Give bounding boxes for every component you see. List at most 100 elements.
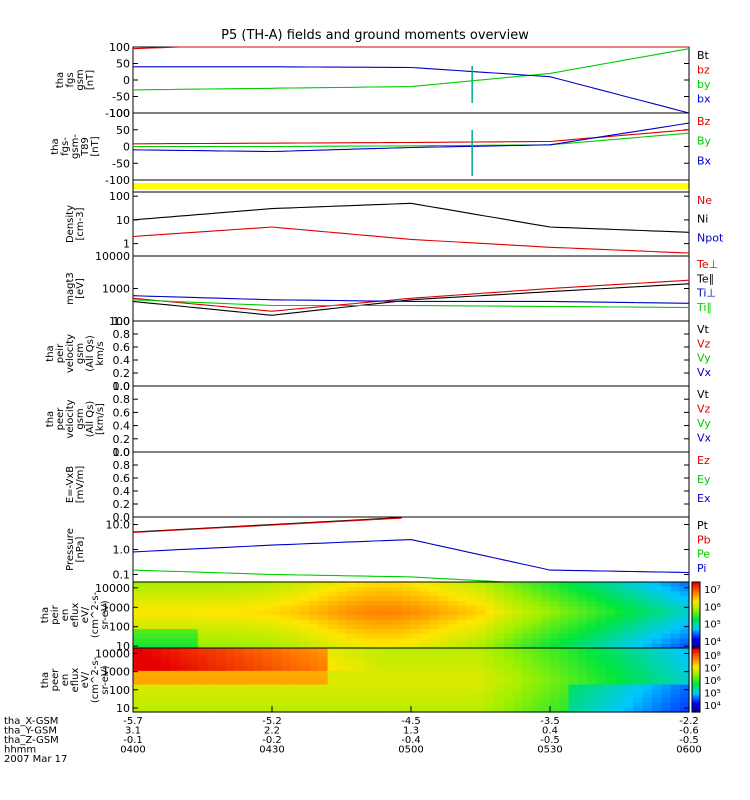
spectrogram-cell	[262, 586, 273, 593]
spectrogram-cell	[540, 661, 551, 667]
colorbar-segment	[692, 689, 700, 692]
spectrogram-cell	[605, 661, 616, 667]
spectrogram-cell	[605, 698, 616, 704]
spectrogram-cell	[438, 689, 449, 695]
colorbar-tick-label: 10⁵	[704, 620, 721, 631]
x-tick-label: 0400	[120, 745, 145, 756]
colorbar-segment	[692, 590, 700, 593]
spectrogram-cell	[550, 610, 560, 616]
spectrogram-cell	[577, 698, 588, 704]
spectrogram-cell	[299, 675, 310, 681]
spectrogram-cell	[457, 657, 468, 663]
spectrogram-cell	[540, 707, 551, 713]
spectrogram-cell	[207, 684, 217, 690]
spectrogram-cell	[522, 698, 533, 704]
spectrogram-cell	[642, 684, 653, 690]
y-axis-label: peir	[50, 604, 61, 624]
spectrogram-cell	[679, 648, 690, 654]
spectrogram-cell	[420, 629, 431, 635]
spectrogram-cell	[281, 702, 292, 709]
spectrogram-cell	[485, 615, 495, 621]
spectrogram-cell	[225, 707, 236, 713]
spectrogram-cell	[577, 615, 588, 621]
spectrogram-cell	[670, 582, 681, 588]
spectrogram-cell	[531, 605, 542, 611]
y-tick-label: -100	[105, 174, 130, 187]
spectrogram-cell	[401, 670, 412, 677]
spectrogram-cell	[272, 600, 282, 607]
spectrogram-cell	[244, 638, 255, 644]
spectrogram-cell	[179, 624, 190, 630]
spectrogram-cell	[272, 605, 282, 611]
spectrogram-cell	[596, 666, 607, 672]
spectrogram-cell	[651, 591, 662, 597]
spectrogram-cell	[503, 610, 514, 616]
spectrogram-cell	[318, 605, 329, 611]
spectrogram-cell	[475, 657, 486, 663]
spectrogram-cell	[133, 657, 143, 663]
spectrogram-cell	[364, 605, 375, 611]
spectrogram-cell	[587, 596, 597, 602]
spectrogram-cell	[503, 670, 514, 677]
spectrogram-cell	[448, 702, 458, 709]
legend-entry: Pe	[697, 548, 710, 561]
y-tick-label: 10	[116, 214, 130, 227]
spectrogram-cell	[336, 643, 347, 649]
spectrogram-cell	[448, 633, 458, 640]
y-axis-label: tha	[40, 607, 51, 623]
spectrogram-cell	[568, 624, 579, 630]
y-axis-label: gsm	[75, 343, 86, 364]
spectrogram-cell	[290, 689, 301, 695]
spectrogram-cell	[253, 657, 264, 663]
spectrogram-cell	[318, 610, 329, 616]
spectrogram-cell	[494, 643, 505, 649]
spectrogram-cell	[475, 596, 486, 602]
spectrogram-cell	[216, 666, 227, 672]
spectrogram-cell	[587, 684, 597, 690]
colorbar-segment	[692, 676, 700, 679]
spectrogram-cell	[346, 615, 356, 621]
spectrogram-cell	[253, 605, 264, 611]
spectrogram-cell	[225, 615, 236, 621]
spectrogram-cell	[299, 693, 310, 699]
spectrogram-cell	[587, 670, 597, 677]
spectrogram-cell	[327, 698, 338, 704]
spectrogram-cell	[540, 586, 551, 593]
spectrogram-cell	[531, 615, 542, 621]
spectrogram-cell	[624, 661, 634, 667]
spectrogram-cell	[559, 643, 570, 649]
spectrogram-cell	[411, 652, 421, 658]
y-tick-label: 0.4	[113, 354, 131, 367]
spectrogram-cell	[438, 600, 449, 607]
spectrogram-cell	[160, 670, 171, 677]
spectrogram-cell	[327, 605, 338, 611]
spectrogram-cell	[207, 610, 217, 616]
spectrogram-cell	[170, 684, 180, 690]
spectrogram-cell	[651, 680, 662, 686]
spectrogram-cell	[429, 629, 440, 635]
spectrogram-cell	[142, 586, 153, 593]
spectrogram-cell	[392, 657, 403, 663]
spectrogram-cell	[318, 666, 329, 672]
spectrogram-cell	[133, 586, 143, 593]
spectrogram-cell	[438, 638, 449, 644]
series-line-Ni	[132, 202, 690, 233]
spectrogram-cell	[512, 698, 523, 704]
spectrogram-cell	[216, 693, 227, 699]
spectrogram-cell	[420, 591, 431, 597]
spectrogram-cell	[383, 684, 394, 690]
spectrogram-cell	[207, 652, 217, 658]
spectrogram-cell	[420, 693, 431, 699]
spectrogram-cell	[207, 698, 217, 704]
spectrogram-cell	[438, 648, 449, 654]
spectrogram-cell	[661, 638, 672, 644]
spectrogram-cell	[448, 586, 458, 593]
spectrogram-cell	[596, 698, 607, 704]
spectrogram-cell	[364, 707, 375, 713]
spectrogram-cell	[485, 680, 495, 686]
spectrogram-cell	[466, 629, 477, 635]
spectrogram-cell	[262, 633, 273, 640]
spectrogram-cell	[420, 702, 431, 709]
